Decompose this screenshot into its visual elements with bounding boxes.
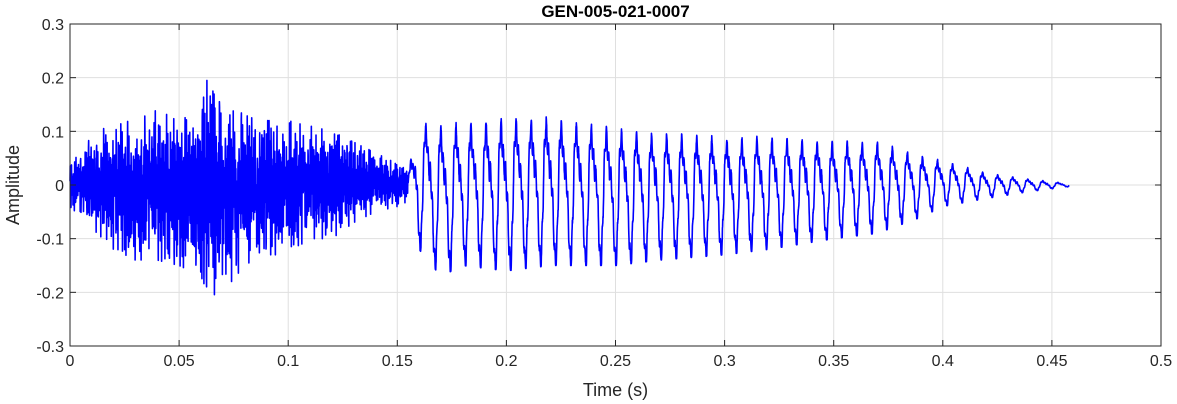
x-tick-label: 0.5 <box>1150 353 1172 370</box>
chart-title: GEN-005-021-0007 <box>541 2 689 21</box>
y-tick-label: 0.1 <box>42 124 64 141</box>
x-tick-label: 0 <box>66 353 75 370</box>
x-tick-label: 0.25 <box>600 353 631 370</box>
y-tick-label: -0.3 <box>36 339 64 356</box>
x-tick-label: 0.05 <box>164 353 195 370</box>
x-tick-label: 0.1 <box>277 353 299 370</box>
x-tick-labels: 0 0.05 0.1 0.15 0.2 0.25 0.3 0.35 0.4 0.45 0.5 <box>66 353 1173 370</box>
y-tick-label: 0.3 <box>42 17 64 34</box>
y-tick-label: 0 <box>55 178 64 195</box>
y-tick-label: -0.1 <box>36 232 64 249</box>
x-tick-label: 0.4 <box>932 353 954 370</box>
x-tick-label: 0.45 <box>1036 353 1067 370</box>
x-axis-label: Time (s) <box>583 380 648 400</box>
tick-marks <box>69 23 1162 347</box>
y-axis-label: Amplitude <box>3 145 23 225</box>
x-tick-label: 0.15 <box>382 353 413 370</box>
signal-series <box>69 79 1070 296</box>
y-tick-label: 0.2 <box>42 71 64 88</box>
x-tick-label: 0.2 <box>495 353 517 370</box>
x-tick-label: 0.3 <box>713 353 735 370</box>
x-tick-label: 0.35 <box>818 353 849 370</box>
amplitude-line <box>69 79 1070 296</box>
y-tick-label: -0.2 <box>36 285 64 302</box>
y-tick-labels: -0.3 -0.2 -0.1 0 0.1 0.2 0.3 <box>36 17 64 356</box>
